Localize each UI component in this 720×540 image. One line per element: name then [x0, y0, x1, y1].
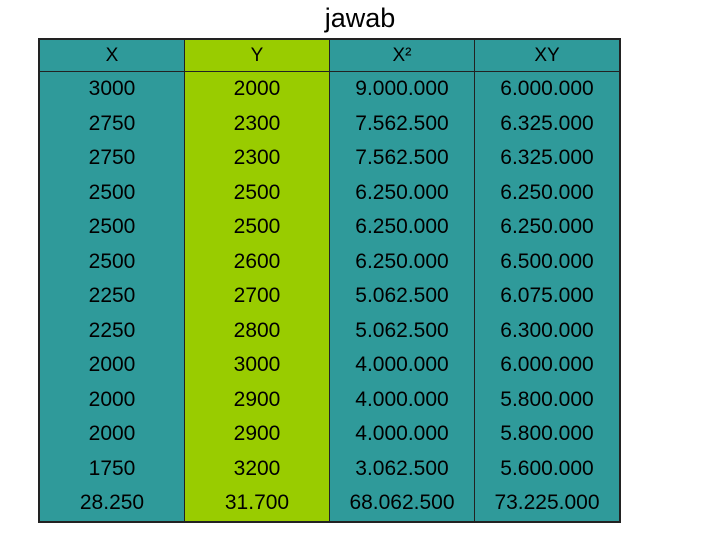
table-cell: 6.075.000: [474, 279, 621, 314]
table-cell: 2300: [184, 106, 330, 141]
table-cell: 2500: [38, 175, 185, 210]
table-cell: 2000: [38, 348, 185, 383]
table-cell: 6.250.000: [329, 244, 475, 279]
table-row: 2000 2900 4.000.000 5.800.000: [38, 382, 621, 417]
table-cell: 2500: [38, 210, 185, 245]
table-cell: 6.250.000: [329, 210, 475, 245]
table-cell: 9.000.000: [329, 71, 475, 107]
table-cell: 2250: [38, 313, 185, 348]
table-row: 2500 2500 6.250.000 6.250.000: [38, 210, 621, 245]
table-cell: 2500: [38, 244, 185, 279]
table-cell: 7.562.500: [329, 141, 475, 176]
table-cell: 4.000.000: [329, 348, 475, 383]
table-cell: 6.250.000: [474, 210, 621, 245]
table-cell: 5.062.500: [329, 279, 475, 314]
total-cell: 31.700: [184, 486, 330, 522]
table-cell: 6.325.000: [474, 141, 621, 176]
table-body: 3000 2000 9.000.000 6.000.000 2750 2300 7.562.…: [38, 71, 621, 522]
table-cell: 2600: [184, 244, 330, 279]
table-cell: 5.800.000: [474, 417, 621, 452]
table-cell: 3000: [184, 348, 330, 383]
total-cell: 28.250: [38, 486, 185, 522]
table-cell: 1750: [38, 451, 185, 486]
table-cell: 6.500.000: [474, 244, 621, 279]
table-cell: 4.000.000: [329, 417, 475, 452]
header-row: X Y X² XY: [38, 39, 621, 72]
table-row: 2250 2700 5.062.500 6.075.000: [38, 279, 621, 314]
table-row: 1750 3200 3.062.500 5.600.000: [38, 451, 621, 486]
table-cell: 5.062.500: [329, 313, 475, 348]
table-cell: 6.325.000: [474, 106, 621, 141]
table-cell: 2250: [38, 279, 185, 314]
table-cell: 2500: [184, 210, 330, 245]
table-cell: 2700: [184, 279, 330, 314]
table-cell: 6.250.000: [329, 175, 475, 210]
total-cell: 73.225.000: [474, 486, 621, 522]
table-row: 3000 2000 9.000.000 6.000.000: [38, 71, 621, 107]
table-cell: 6.000.000: [474, 348, 621, 383]
table-cell: 2800: [184, 313, 330, 348]
table-cell: 6.000.000: [474, 71, 621, 107]
table-row: 2000 2900 4.000.000 5.800.000: [38, 417, 621, 452]
header-cell: Y: [184, 39, 330, 72]
table-cell: 2900: [184, 417, 330, 452]
slide-title: jawab: [324, 3, 396, 33]
table-row: 2000 3000 4.000.000 6.000.000: [38, 348, 621, 383]
table-cell: 2000: [184, 71, 330, 107]
table-cell: 7.562.500: [329, 106, 475, 141]
table-cell: 2900: [184, 382, 330, 417]
total-cell: 68.062.500: [329, 486, 475, 522]
table-cell: 6.300.000: [474, 313, 621, 348]
table-cell: 2500: [184, 175, 330, 210]
table-cell: 3200: [184, 451, 330, 486]
totals-row: 28.250 31.700 68.062.500 73.225.000: [38, 486, 621, 522]
table-cell: 2750: [38, 141, 185, 176]
table-cell: 4.000.000: [329, 382, 475, 417]
table-row: 2750 2300 7.562.500 6.325.000: [38, 106, 621, 141]
table-row: 2750 2300 7.562.500 6.325.000: [38, 141, 621, 176]
table-cell: 5.600.000: [474, 451, 621, 486]
table-row: 2500 2600 6.250.000 6.500.000: [38, 244, 621, 279]
table-cell: 3000: [38, 71, 185, 107]
table-row: 2500 2500 6.250.000 6.250.000: [38, 175, 621, 210]
table-cell: 2000: [38, 382, 185, 417]
header-cell: XY: [474, 39, 621, 72]
table-cell: 2300: [184, 141, 330, 176]
header-cell: X²: [329, 39, 475, 72]
table-cell: 2750: [38, 106, 185, 141]
data-table: X Y X² XY 3000 2000 9.000.000 6.000.000 2750 230…: [38, 38, 621, 523]
table-cell: 5.800.000: [474, 382, 621, 417]
table-cell: 6.250.000: [474, 175, 621, 210]
table-cell: 2000: [38, 417, 185, 452]
table-cell: 3.062.500: [329, 451, 475, 486]
table-row: 2250 2800 5.062.500 6.300.000: [38, 313, 621, 348]
header-cell: X: [38, 39, 185, 72]
